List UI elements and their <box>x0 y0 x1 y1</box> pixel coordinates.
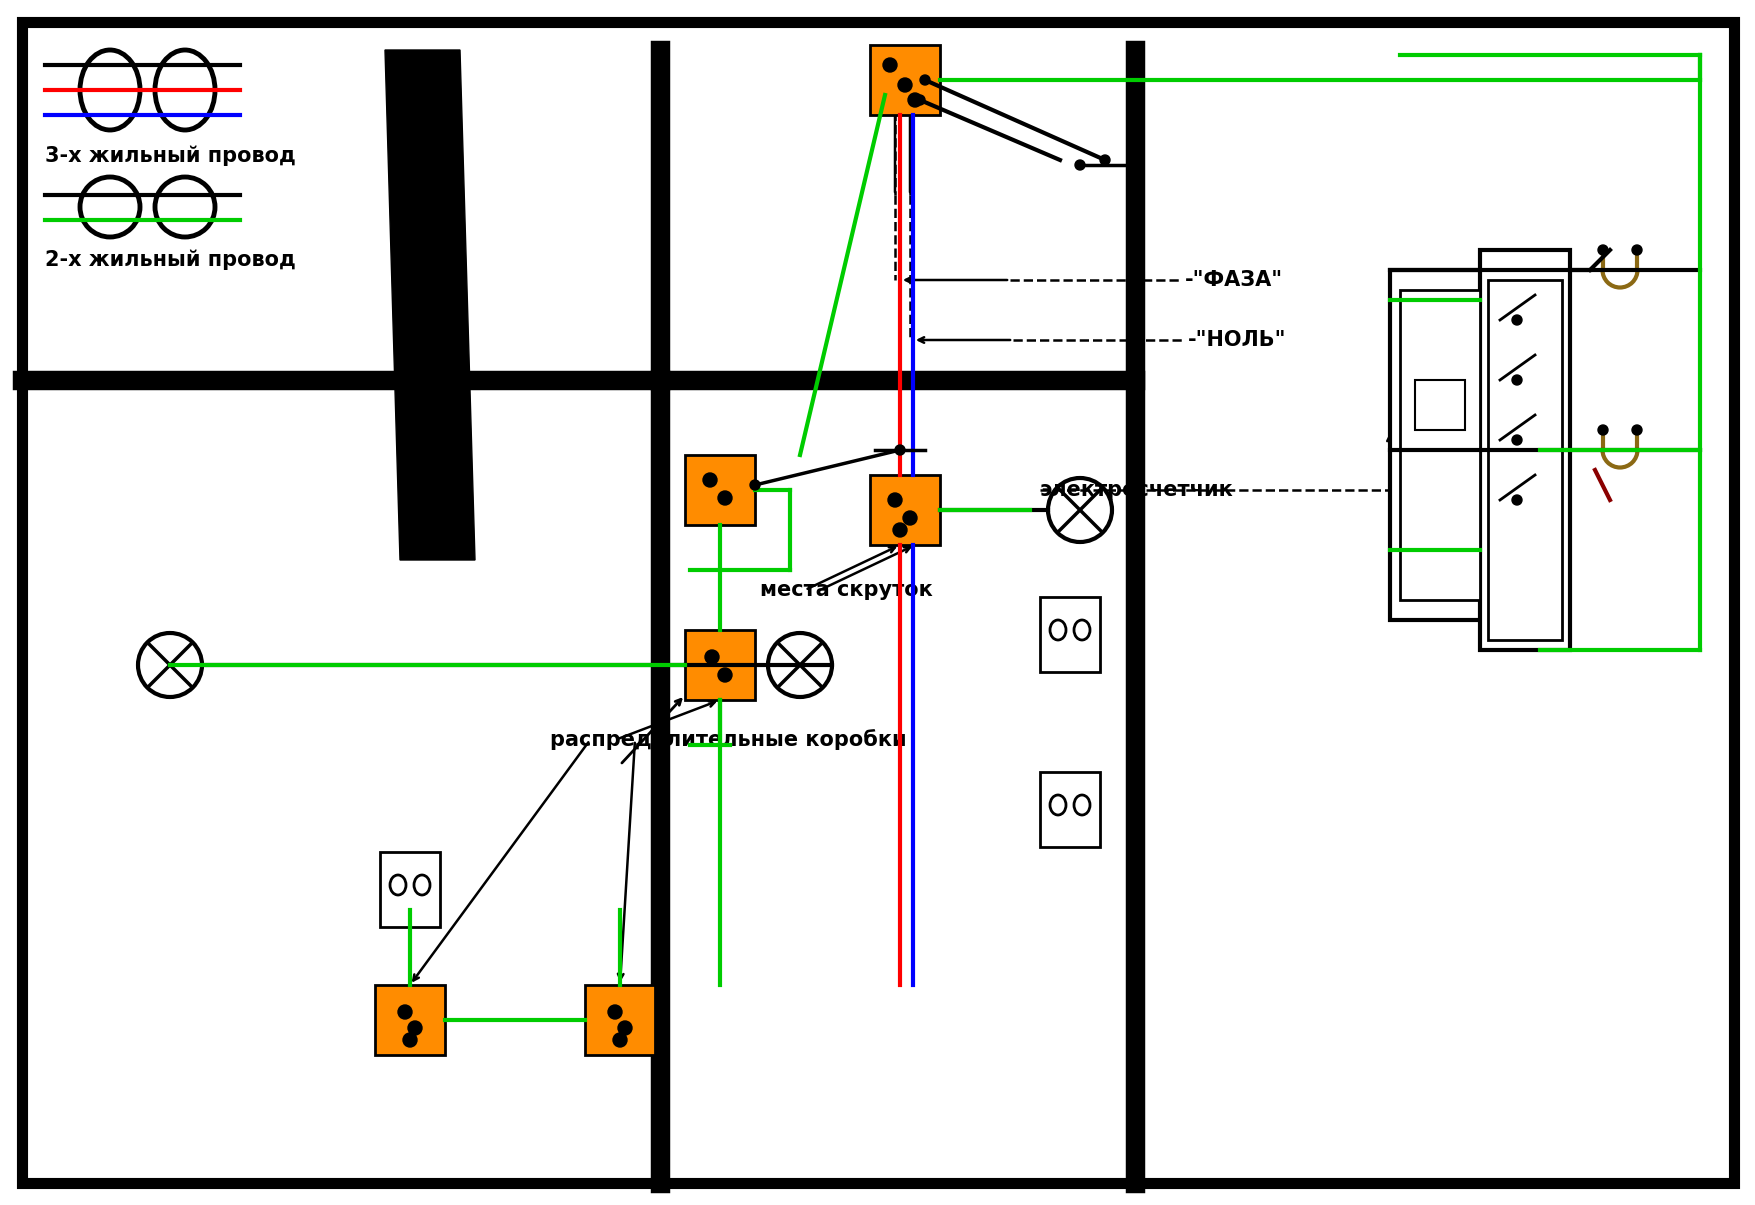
Text: 2-х жильный провод: 2-х жильный провод <box>46 249 295 270</box>
Circle shape <box>888 493 902 507</box>
Bar <box>584 984 655 1056</box>
Text: электросчетчик: электросчетчик <box>1039 480 1234 500</box>
Circle shape <box>402 1033 416 1047</box>
Bar <box>869 45 939 114</box>
Bar <box>869 475 939 545</box>
Circle shape <box>749 480 760 490</box>
Text: -"ФАЗА": -"ФАЗА" <box>1185 270 1283 290</box>
Bar <box>1039 772 1099 847</box>
Circle shape <box>704 649 718 664</box>
Circle shape <box>920 75 930 86</box>
Circle shape <box>1511 435 1522 445</box>
Circle shape <box>883 58 897 72</box>
Circle shape <box>1099 155 1109 165</box>
Circle shape <box>1630 245 1641 255</box>
Bar <box>1039 596 1099 672</box>
Circle shape <box>1511 495 1522 505</box>
Polygon shape <box>384 49 476 560</box>
Circle shape <box>897 78 911 92</box>
Bar <box>1415 380 1464 430</box>
Circle shape <box>1511 375 1522 386</box>
Circle shape <box>893 523 907 537</box>
Circle shape <box>407 1021 421 1035</box>
Bar <box>379 852 441 927</box>
Circle shape <box>718 490 732 505</box>
Bar <box>684 630 755 700</box>
Circle shape <box>1597 425 1608 435</box>
Circle shape <box>612 1033 627 1047</box>
Circle shape <box>1074 160 1085 170</box>
Circle shape <box>607 1005 621 1019</box>
Circle shape <box>895 445 904 455</box>
Circle shape <box>1597 245 1608 255</box>
Circle shape <box>914 95 925 105</box>
Text: -"НОЛЬ": -"НОЛЬ" <box>1188 330 1286 349</box>
Circle shape <box>718 668 732 682</box>
Circle shape <box>618 1021 632 1035</box>
Text: 3-х жильный провод: 3-х жильный провод <box>46 145 295 165</box>
Text: места скруток: места скруток <box>760 580 932 600</box>
Circle shape <box>1630 425 1641 435</box>
Circle shape <box>1511 315 1522 325</box>
Circle shape <box>902 511 916 525</box>
Circle shape <box>907 93 921 107</box>
Circle shape <box>398 1005 412 1019</box>
Bar <box>1486 280 1562 640</box>
Bar <box>684 455 755 525</box>
Text: распределительные коробки: распределительные коробки <box>549 729 906 751</box>
Circle shape <box>702 474 716 487</box>
Bar <box>1390 270 1490 621</box>
Bar <box>1479 249 1569 649</box>
Bar <box>1399 290 1479 600</box>
Bar <box>376 984 444 1056</box>
